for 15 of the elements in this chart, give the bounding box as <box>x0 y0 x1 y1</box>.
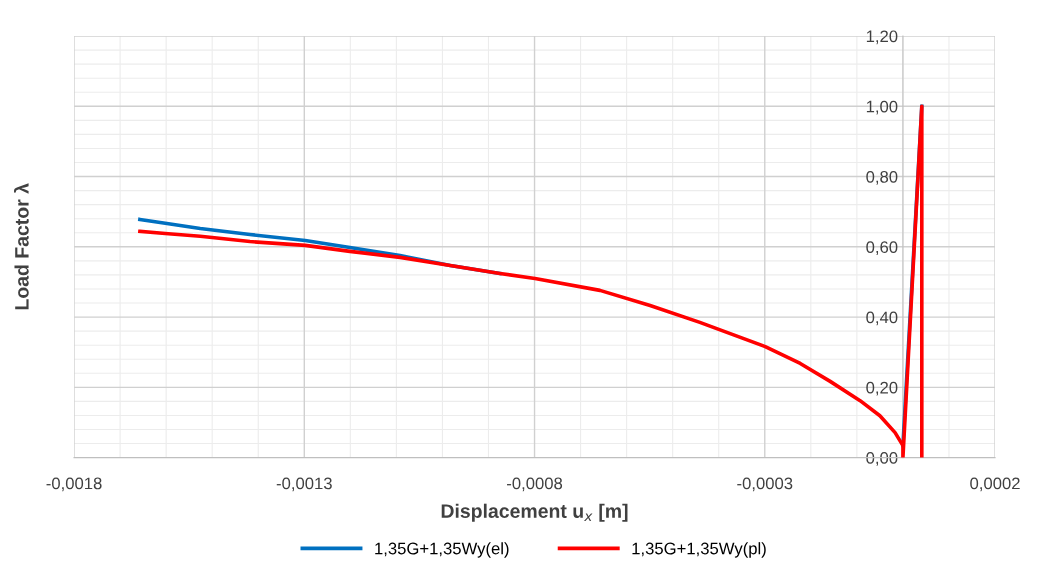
y-tick-label: 1,00 <box>866 100 898 115</box>
x-tick-label: -0,0008 <box>507 477 563 492</box>
x-tick-label: -0,0018 <box>46 477 102 492</box>
legend-label: 1,35G+1,35Wy(el) <box>375 542 509 558</box>
x-tick-label: 0,0002 <box>970 477 1020 492</box>
y-tick-label: 0,80 <box>866 170 898 185</box>
x-tick-label: -0,0013 <box>276 477 332 492</box>
x-tick-label: -0,0003 <box>737 477 793 492</box>
legend-label: 1,35G+1,35Wy(pl) <box>632 542 766 558</box>
y-axis-title: Load Factor λ <box>13 183 29 310</box>
y-tick-label: 0,40 <box>866 311 898 326</box>
x-axis-title: Displacement u$_{x}$ [m] <box>441 503 628 522</box>
y-tick-label: 0,60 <box>866 241 898 255</box>
y-tick-label: 1,20 <box>866 30 898 45</box>
y-tick-label: 0,20 <box>866 381 898 396</box>
